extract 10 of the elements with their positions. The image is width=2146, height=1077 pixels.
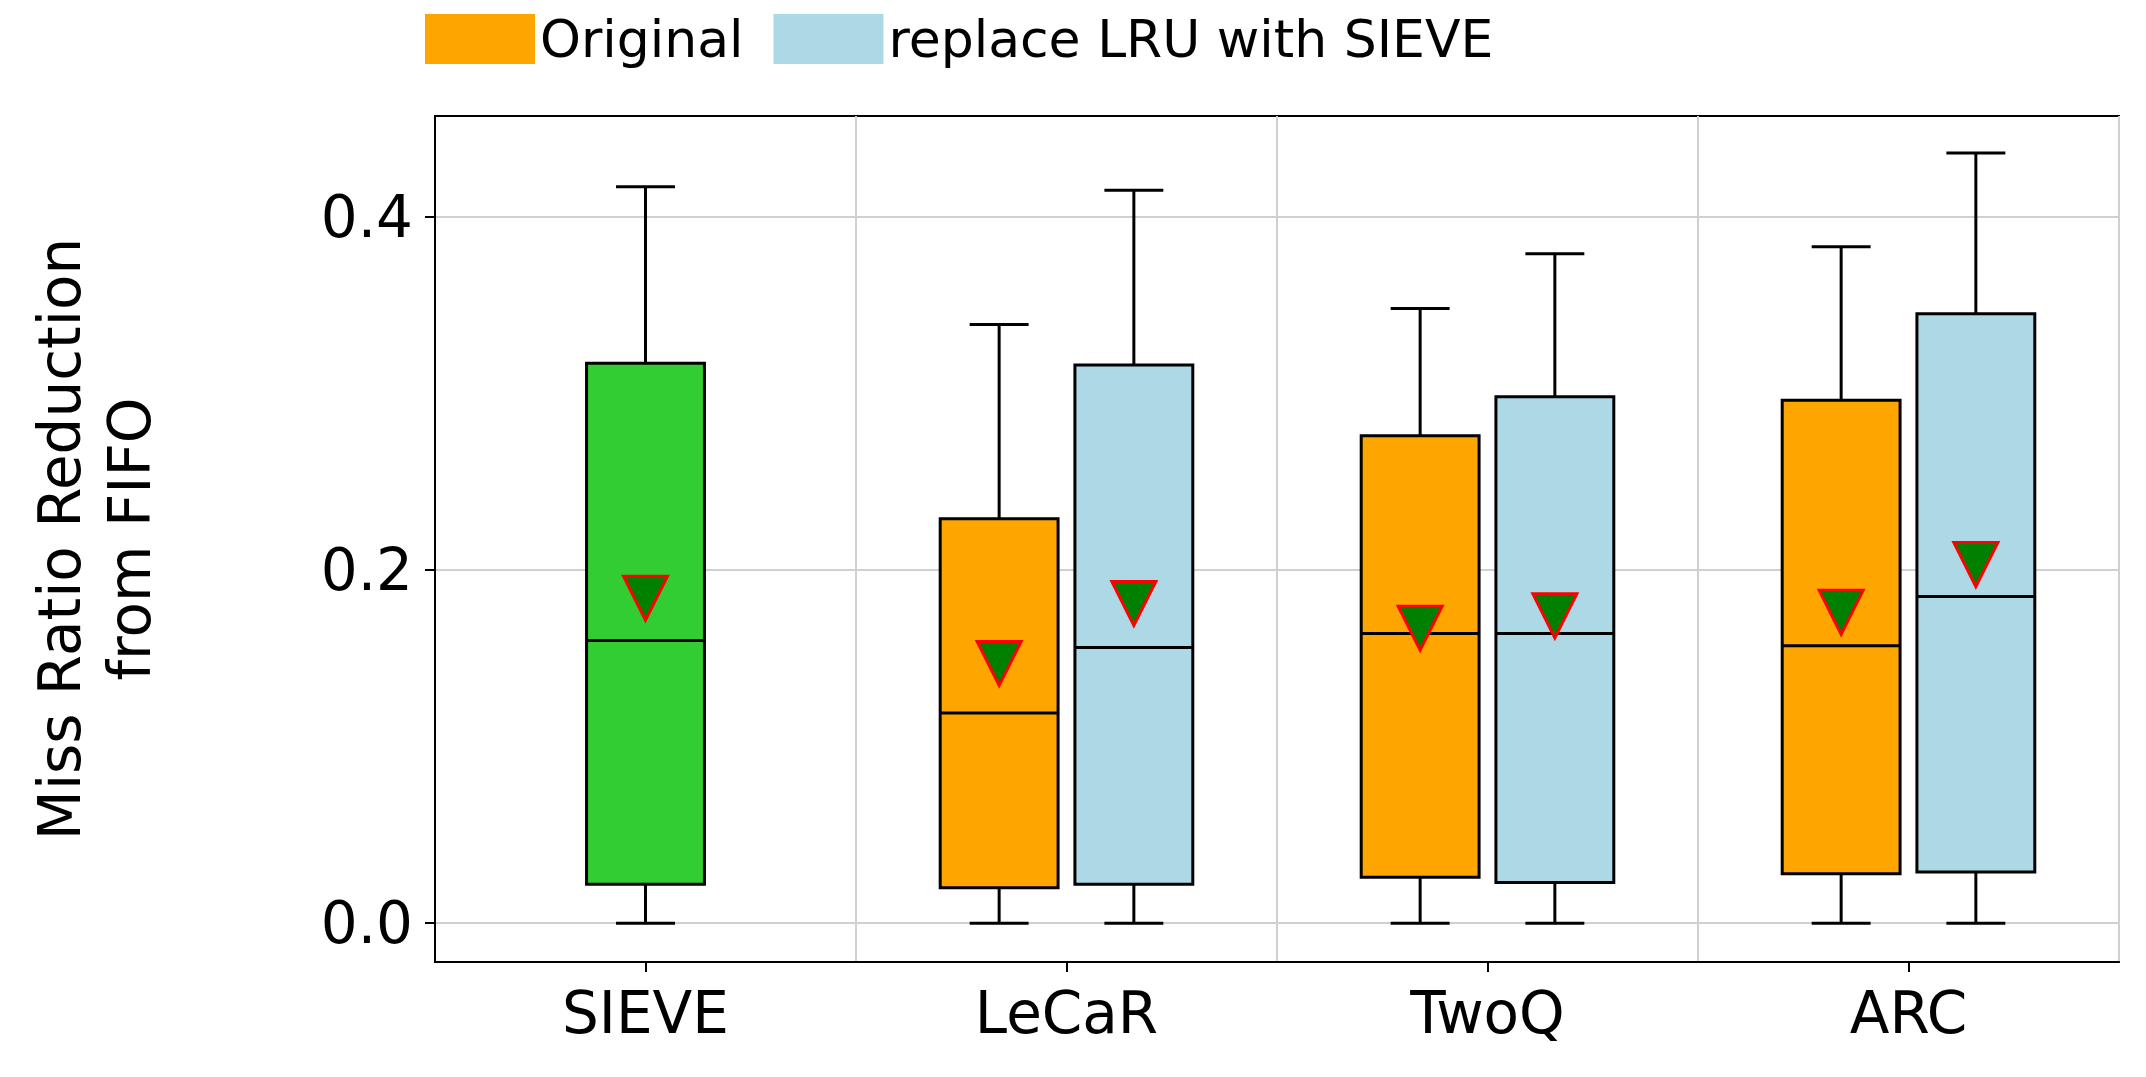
legend-label: Original	[540, 9, 744, 69]
x-tick-label: ARC	[1849, 979, 1968, 1047]
x-tick-label: TwoQ	[1409, 979, 1565, 1047]
y-tick-label: 0.0	[320, 889, 413, 958]
legend-label: replace LRU with SIEVE	[888, 9, 1494, 69]
y-tick-label: 0.4	[320, 182, 413, 251]
y-tick-label: 0.2	[320, 535, 413, 604]
y-axis-title: Miss Ratio Reduction from FIFO	[26, 237, 164, 841]
x-tick-label: SIEVE	[562, 979, 729, 1047]
x-tick-label: LeCaR	[974, 979, 1159, 1047]
